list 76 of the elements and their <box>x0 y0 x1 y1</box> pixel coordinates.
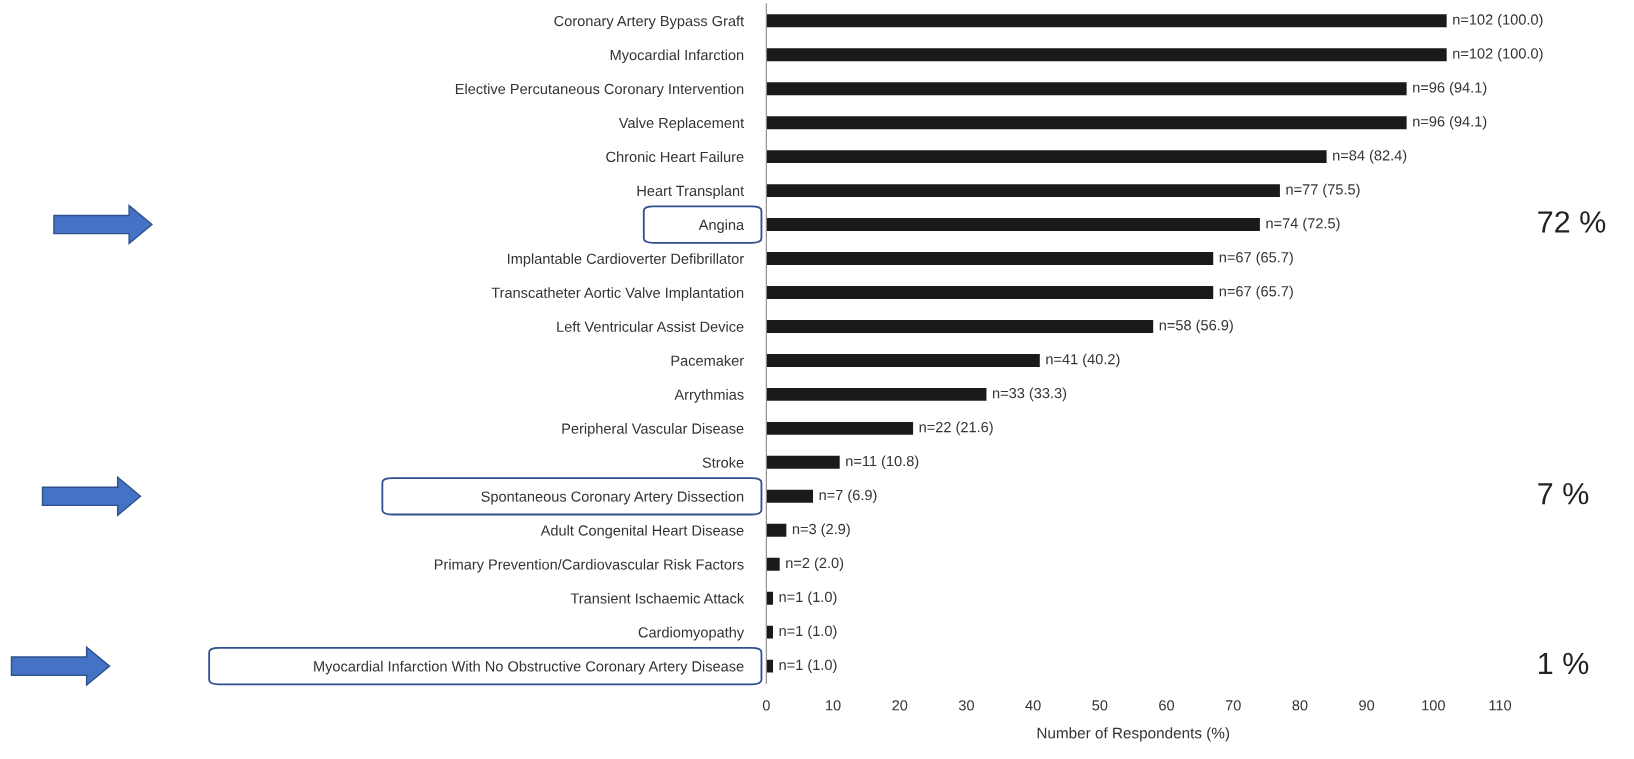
bar <box>766 82 1407 96</box>
x-tick-label: 100 <box>1422 700 1445 711</box>
bar <box>766 659 774 673</box>
data-label: n=1 (1.0) <box>779 625 837 639</box>
y-tick-label: Transient Ischaemic Attack <box>570 592 745 604</box>
y-tick-label: Angina <box>698 219 745 233</box>
bar <box>766 320 1154 333</box>
data-label: n=74 (72.5) <box>1266 217 1340 232</box>
x-tick-label: 110 <box>1489 700 1512 711</box>
x-tick-label: 30 <box>958 700 974 711</box>
data-label: n=77 (75.5) <box>1286 183 1360 198</box>
data-label: n=67 (65.7) <box>1219 251 1293 266</box>
y-tick-label: Myocardial Infarction <box>610 49 744 64</box>
y-tick-label: Elective Percutaneous Coronary Intervention <box>455 83 744 98</box>
data-label: n=3 (2.9) <box>792 523 850 538</box>
bar <box>766 455 840 469</box>
y-tick-label: Implantable Cardioverter Defibrillator <box>508 253 744 267</box>
bar <box>766 557 780 571</box>
x-tick-label: 10 <box>826 700 841 711</box>
bar <box>766 523 787 537</box>
data-label: n=7 (6.9) <box>819 489 877 504</box>
y-tick-label: Chronic Heart Failure <box>606 151 744 163</box>
y-tick-label: Primary Prevention/Cardiovascular Risk Factors <box>434 558 744 573</box>
x-tick-label: 90 <box>1359 700 1375 711</box>
data-label: n=22 (21.6) <box>919 421 993 436</box>
data-label: n=33 (33.3) <box>992 387 1067 402</box>
bar <box>766 421 914 435</box>
bar <box>766 353 1040 367</box>
bar <box>766 489 814 503</box>
y-tick-label: Left Ventricular Assist Device <box>557 321 744 332</box>
bar <box>766 625 774 639</box>
data-label: n=96 (94.1) <box>1413 115 1487 130</box>
bar <box>766 184 1280 198</box>
x-tick-label: 0 <box>762 700 770 711</box>
y-tick-label: Adult Congenital Heart Disease <box>540 524 744 539</box>
data-label: n=41 (40.2) <box>1046 353 1120 368</box>
data-label: n=1 (1.0) <box>779 659 837 673</box>
y-tick-label: Peripheral Vascular Disease <box>562 423 744 437</box>
data-label: n=58 (56.9) <box>1159 319 1233 334</box>
x-axis-title: Number of Respondents (%) <box>1037 727 1230 742</box>
data-label: n=1 (1.0) <box>779 591 837 605</box>
bar <box>766 218 1260 232</box>
y-tick-label: Arrythmias <box>674 389 744 403</box>
y-tick-label: Transcatheter Aortic Valve Implantation <box>491 287 744 301</box>
data-label: n=102 (100.0) <box>1453 13 1543 28</box>
y-tick-label: Pacemaker <box>671 355 744 366</box>
y-tick-label: Cardiomyopathy <box>638 626 745 641</box>
text: 7 % <box>1538 482 1589 505</box>
text: 72 % <box>1538 211 1606 233</box>
y-tick-label: Coronary Artery Bypass Graft <box>554 15 745 30</box>
y-tick-label: Heart Transplant <box>637 185 745 199</box>
x-tick-label: 20 <box>892 700 908 711</box>
bar <box>766 286 1214 299</box>
x-tick-label: 60 <box>1159 700 1175 711</box>
data-label: n=11 (10.8) <box>846 455 919 470</box>
bar <box>766 14 1447 28</box>
x-tick-label: 80 <box>1292 700 1308 711</box>
data-label: n=96 (94.1) <box>1413 81 1487 96</box>
data-label: n=84 (82.4) <box>1333 149 1407 164</box>
x-tick-label: 70 <box>1225 700 1241 711</box>
text: 1 % <box>1539 652 1589 675</box>
data-label: n=102 (100.0) <box>1453 47 1543 62</box>
bar <box>766 48 1447 62</box>
bar <box>766 252 1214 265</box>
bar <box>766 387 987 401</box>
y-tick-label: Stroke <box>702 457 744 468</box>
x-tick-label: 40 <box>1025 700 1041 711</box>
bar <box>766 591 774 605</box>
data-label: n=67 (65.7) <box>1219 285 1293 300</box>
bar <box>766 150 1327 164</box>
x-tick-label: 50 <box>1092 700 1108 711</box>
y-tick-label: Valve Replacement <box>618 117 745 131</box>
data-label: n=2 (2.0) <box>786 557 844 572</box>
y-tick-label: Spontaneous Coronary Artery Dissection <box>481 491 744 505</box>
y-tick-label: Myocardial Infarction With No Obstructive Coronary Artery Disease <box>314 660 744 675</box>
bar <box>766 116 1407 130</box>
